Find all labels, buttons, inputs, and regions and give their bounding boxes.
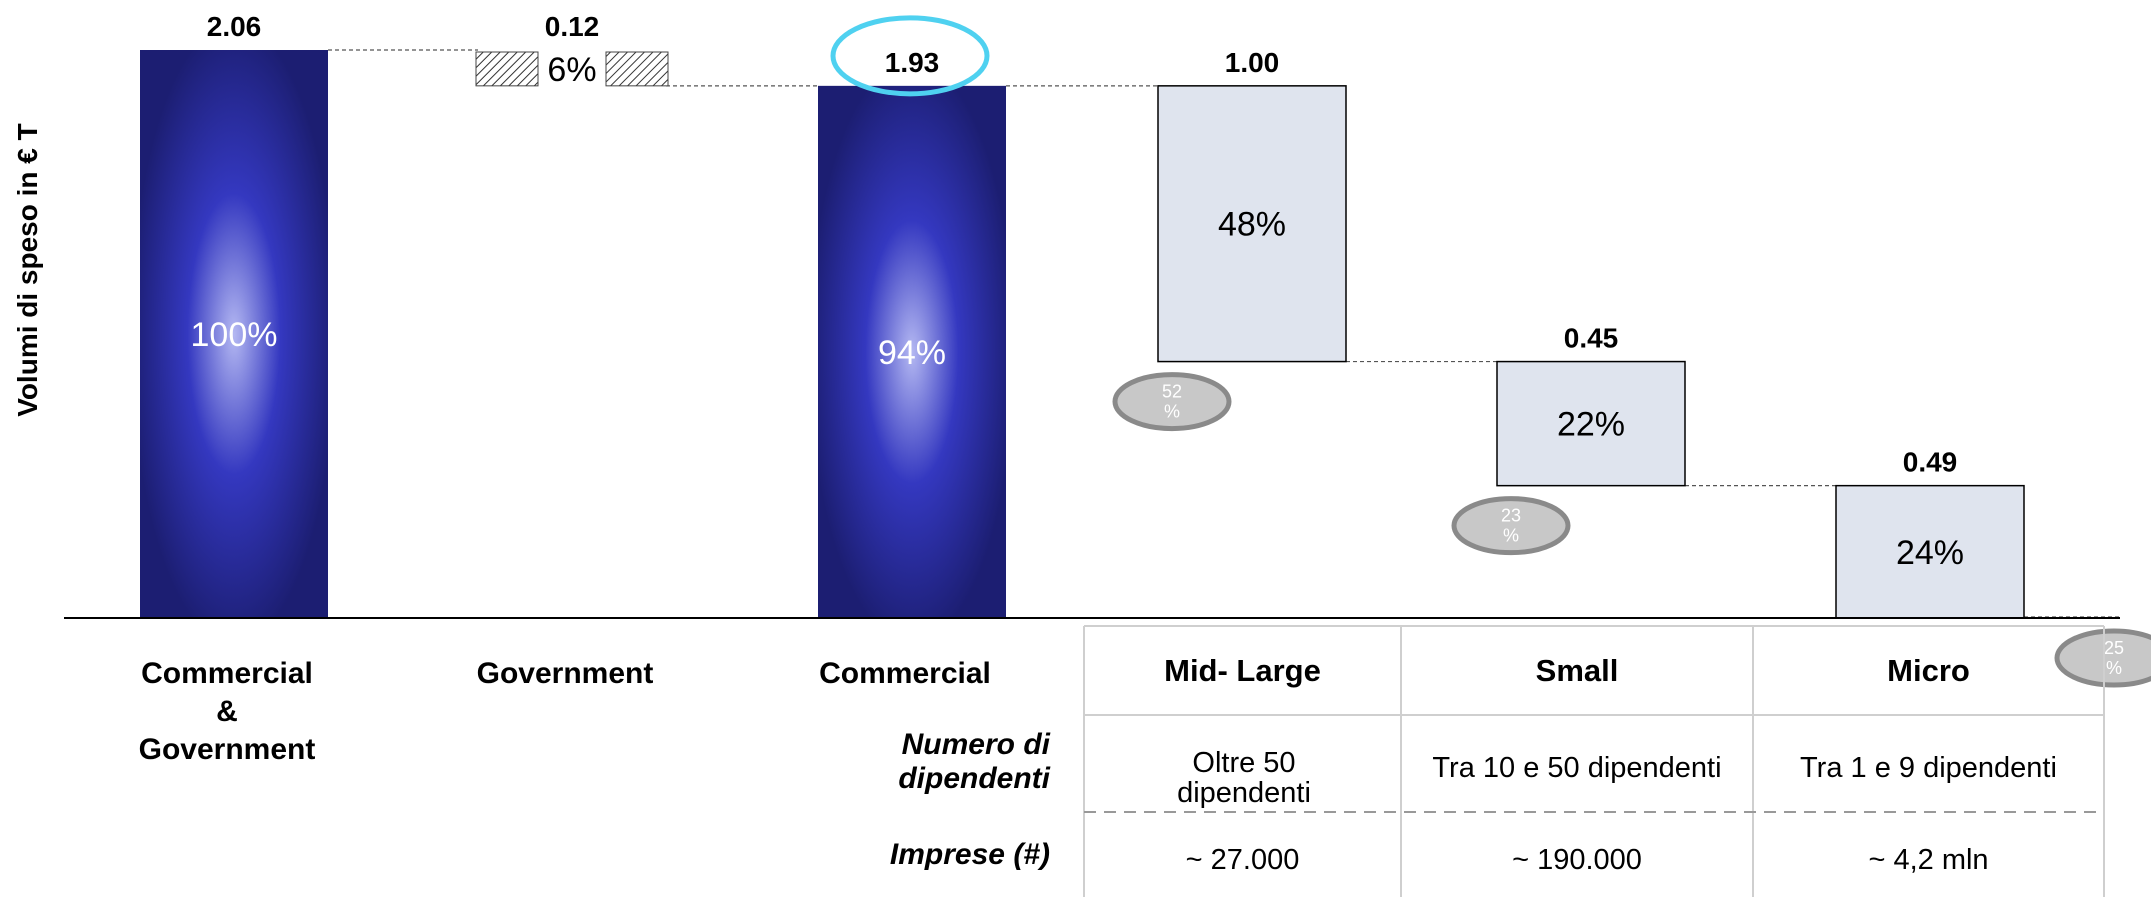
share-badge-text: 23	[1501, 506, 1521, 526]
table-cell-companies-mid-large: ~ 27.000	[1185, 844, 1300, 876]
table-cell-employees-mid-large: Oltre 50 dipendenti	[1177, 747, 1311, 809]
table-header-micro: Micro	[1887, 652, 1970, 688]
bar-percent-label: 94%	[878, 334, 946, 372]
share-badge	[1451, 496, 1571, 556]
share-badge	[1112, 372, 1232, 432]
category-label-line: Commercial	[141, 657, 313, 690]
row-label-imprese: Imprese (#)	[889, 838, 1050, 871]
labels-group: 100% 2.06 6% 0.12 94% 1.93 48% 1.00 52% 22% 0.45 23…	[191, 11, 2151, 688]
table-grid	[1083, 625, 2105, 897]
bar-value-label: 0.49	[1903, 447, 1958, 478]
bar-percent-label: 22%	[1557, 406, 1625, 444]
bar-small	[1496, 360, 1686, 487]
bar-percent-label: 100%	[191, 316, 278, 354]
category-label-line: &	[216, 695, 238, 728]
row-label-numero-dipendenti: Numero di dipendenti	[810, 728, 1050, 796]
category-label-commercial-government: Commercial & Government	[97, 655, 357, 769]
bar-value-label: 1.93	[885, 47, 940, 78]
table-cell-companies-micro: ~ 4,2 mln	[1868, 844, 1989, 876]
category-label-government: Government	[476, 657, 654, 690]
y-axis-label: Volumi di speso in € T	[12, 123, 43, 417]
table-header-small: Small	[1535, 652, 1619, 688]
category-label-commercial: Commercial	[819, 657, 991, 690]
bar-hatched-right	[605, 51, 669, 87]
row-label-line: dipendenti	[898, 762, 1050, 795]
share-badge-text: 25	[2104, 638, 2124, 658]
bar-commercial-government	[140, 50, 328, 618]
table-cell-employees-small: Tra 10 e 50 dipendenti	[1432, 752, 1722, 784]
bar-percent-label: 24%	[1896, 534, 1964, 572]
bar-value-label: 0.45	[1564, 323, 1619, 354]
table-cell-employees-micro: Tra 1 e 9 dipendenti	[1800, 752, 2057, 784]
bar-mid-large	[1157, 85, 1347, 363]
share-badge-text: %	[1503, 526, 1519, 546]
bar-percent-label: 6%	[547, 51, 596, 89]
table-cell-companies-small: ~ 190.000	[1512, 844, 1642, 876]
bars-group	[140, 50, 2025, 619]
bar-micro	[1835, 484, 2025, 619]
bar-value-label: 0.12	[545, 11, 600, 42]
row-label-line: Numero di	[901, 728, 1050, 761]
bar-commercial	[818, 85, 1006, 618]
bar-value-label: 2.06	[207, 11, 262, 42]
bar-percent-label: 48%	[1218, 206, 1286, 244]
share-badge-text: 52	[1162, 382, 1182, 402]
bar-hatched-left	[475, 51, 539, 87]
table-header-mid-large: Mid- Large	[1164, 652, 1321, 688]
bar-value-label: 1.00	[1225, 47, 1280, 78]
category-label-line: Government	[138, 733, 316, 766]
share-badge-text: %	[2106, 658, 2122, 678]
share-badge-text: %	[1164, 402, 1180, 422]
highlight-ellipse	[830, 15, 990, 97]
